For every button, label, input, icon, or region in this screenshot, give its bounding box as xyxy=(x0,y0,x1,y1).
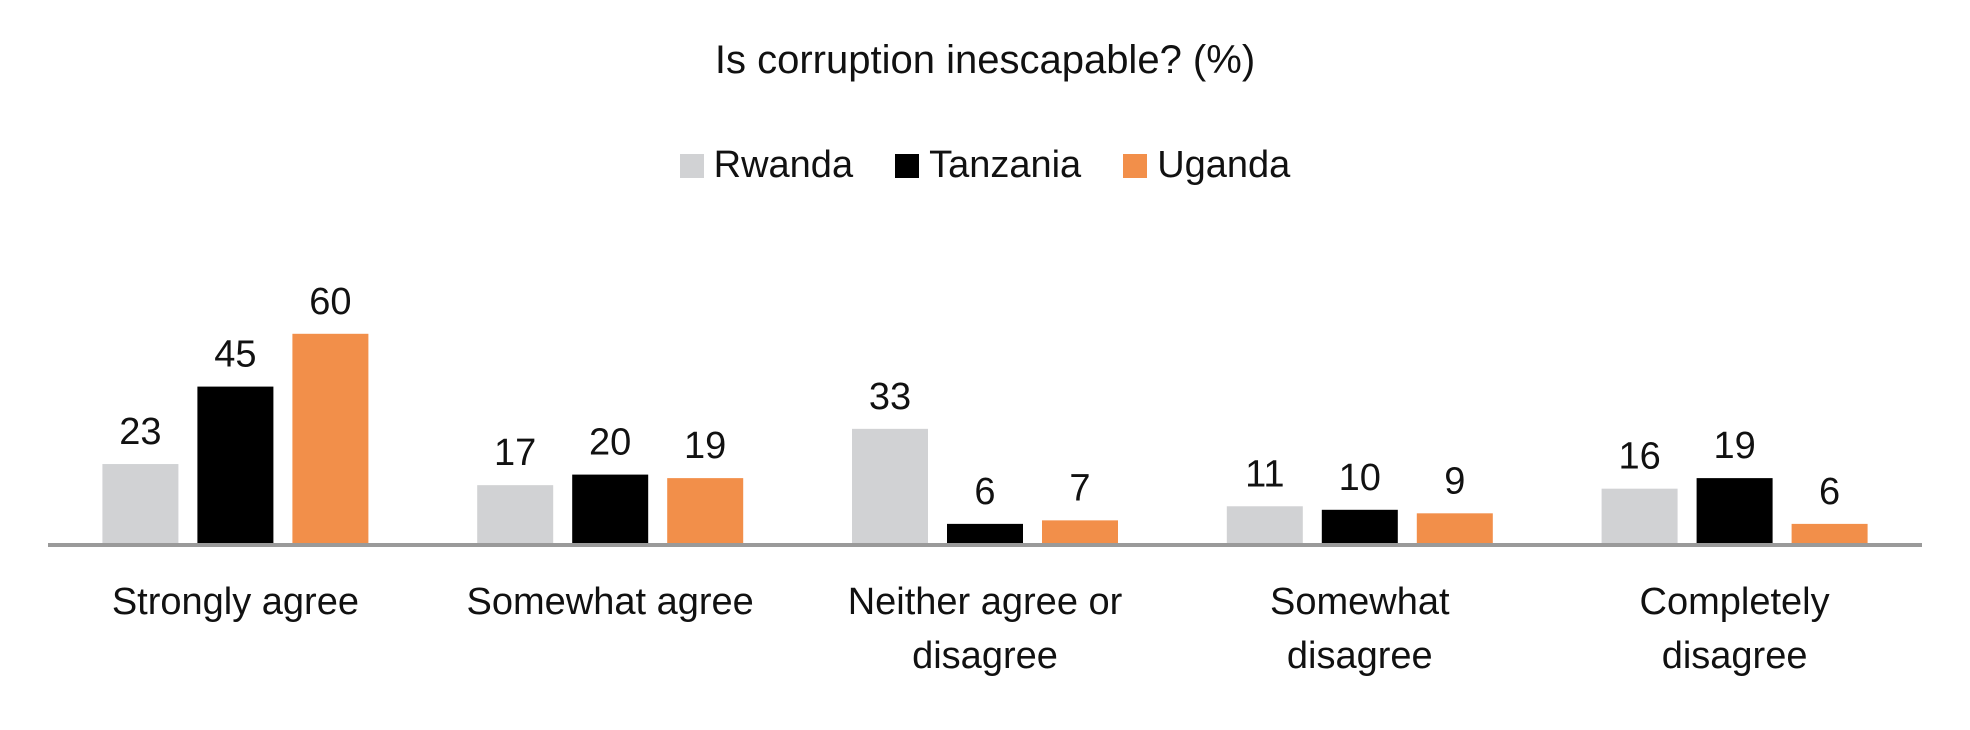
value-label: 23 xyxy=(119,411,161,453)
value-label: 7 xyxy=(1069,467,1090,509)
chart-title: Is corruption inescapable? (%) xyxy=(714,38,1256,82)
bar xyxy=(477,485,554,545)
bar xyxy=(1791,523,1868,545)
x-tick-label: Somewhat agree xyxy=(466,581,754,623)
value-label: 10 xyxy=(1339,457,1381,499)
value-label: 19 xyxy=(1713,425,1755,467)
legend-label: Rwanda xyxy=(713,144,854,186)
bar xyxy=(1226,506,1303,545)
bar xyxy=(947,523,1023,545)
legend-swatch xyxy=(1123,153,1148,178)
bar xyxy=(1042,520,1118,545)
value-label: 20 xyxy=(589,422,631,464)
x-tick-label: Completely disagree xyxy=(1639,581,1830,677)
value-label: 19 xyxy=(684,425,726,467)
bar xyxy=(197,386,274,545)
value-label: 11 xyxy=(1245,453,1284,495)
legend-swatch xyxy=(679,153,704,178)
bar xyxy=(102,464,179,545)
x-tick-label: Neither agree or disagree xyxy=(847,581,1123,677)
value-label: 60 xyxy=(309,281,351,323)
bar xyxy=(1696,478,1773,545)
legend-item: Tanzania xyxy=(895,144,1081,187)
x-tick-label: Somewhat disagree xyxy=(1270,581,1450,677)
bar xyxy=(292,333,369,545)
bar xyxy=(667,478,744,545)
legend-swatch xyxy=(895,153,920,178)
value-label: 16 xyxy=(1618,436,1660,478)
legend-label: Uganda xyxy=(1157,144,1291,186)
bar xyxy=(1321,509,1398,545)
bar xyxy=(1416,513,1493,545)
bar xyxy=(852,428,928,545)
bar xyxy=(572,474,649,545)
value-label: 45 xyxy=(214,334,256,376)
value-label: 17 xyxy=(494,432,536,474)
legend: Rwanda Tanzania Uganda xyxy=(0,144,1970,187)
x-tick-label: Strongly agree xyxy=(111,581,359,623)
legend-label: Tanzania xyxy=(929,144,1082,186)
value-label: 9 xyxy=(1444,460,1465,502)
value-label: 33 xyxy=(869,376,911,418)
legend-item: Uganda xyxy=(1123,144,1290,187)
value-label: 6 xyxy=(1819,471,1840,513)
bar xyxy=(1601,488,1678,545)
value-label: 6 xyxy=(974,471,995,513)
legend-item: Rwanda xyxy=(679,144,854,187)
